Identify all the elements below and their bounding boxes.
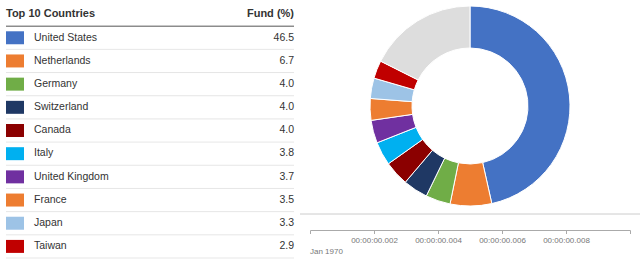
- row-rule: [6, 188, 294, 189]
- legend-swatch: [6, 31, 24, 44]
- value-label: 2.9: [279, 239, 294, 251]
- value-label: 3.8: [279, 146, 294, 158]
- column-header: Fund (%): [247, 7, 294, 19]
- legend-swatch: [6, 78, 24, 91]
- legend-label: Switzerland: [34, 100, 88, 112]
- legend-label: United Kingdom: [34, 170, 109, 182]
- legend-swatch: [6, 217, 24, 230]
- tick: 00:00:00.008: [543, 230, 590, 245]
- axis-line: [311, 231, 631, 235]
- legend-item: Japan 3.3: [6, 216, 294, 235]
- legend-item: Taiwan 2.9: [6, 239, 294, 258]
- tick-label: 00:00:00.002: [351, 236, 398, 245]
- row-rule: [6, 72, 294, 73]
- legend-item: Germany 4.0: [6, 77, 294, 96]
- donut-slice: [381, 6, 470, 80]
- legend-label: Italy: [34, 146, 54, 158]
- legend-item: United States 46.5: [6, 31, 294, 50]
- tick-mark: [502, 230, 503, 234]
- value-label: 46.5: [274, 31, 295, 43]
- legend-label: United States: [34, 31, 97, 43]
- value-label: 4.0: [279, 77, 294, 89]
- legend: Top 10 Countries Fund (%) United States 46.…: [6, 7, 294, 258]
- tick: 00:00:00.006: [479, 230, 526, 245]
- tick-label: 00:00:00.004: [415, 236, 462, 245]
- legend-item: Italy 3.8: [6, 146, 294, 165]
- annotation: Jan 1970: [310, 247, 343, 256]
- tick-mark: [374, 230, 375, 234]
- legend-label: Netherlands: [34, 54, 91, 66]
- tick-label: 00:00:00.006: [479, 236, 526, 245]
- legend-item: France 3.5: [6, 193, 294, 212]
- legend-item: United Kingdom 3.7: [6, 170, 294, 189]
- legend-label: Canada: [34, 123, 71, 135]
- value-label: 3.5: [279, 193, 294, 205]
- tick: 00:00:00.002: [351, 230, 398, 245]
- row-rule: [6, 211, 294, 212]
- tick-label: 00:00:00.008: [543, 236, 590, 245]
- legend-swatch: [6, 101, 24, 114]
- row-rule: [6, 95, 294, 96]
- legend-swatch: [6, 194, 24, 207]
- value-label: 3.3: [279, 216, 294, 228]
- tick: 00:00:00.004: [415, 230, 462, 245]
- separator: [300, 214, 640, 215]
- legend-swatch: [6, 54, 24, 67]
- legend-label: Germany: [34, 77, 78, 89]
- donut-slice: [370, 98, 413, 120]
- value-label: 6.7: [279, 54, 294, 66]
- row-rule: [6, 49, 294, 50]
- row-rule: [6, 258, 294, 259]
- header-rule: [6, 26, 294, 27]
- value-label: 3.7: [279, 170, 294, 182]
- tick-mark: [438, 230, 439, 234]
- row-rule: [6, 118, 294, 119]
- row-rule: [6, 142, 294, 143]
- value-label: 4.0: [279, 123, 294, 135]
- legend-item: Netherlands 6.7: [6, 54, 294, 73]
- tick-mark: [566, 230, 567, 234]
- legend-item: Canada 4.0: [6, 123, 294, 142]
- legend-item: Switzerland 4.0: [6, 100, 294, 119]
- legend-swatch: [6, 124, 24, 137]
- x-axis: 00:00:00.002 00:00:00.004 00:00:00.006 00:0…: [311, 230, 631, 245]
- value-label: 4.0: [279, 100, 294, 112]
- donut: [370, 6, 570, 206]
- legend-label: Japan: [34, 216, 63, 228]
- legend-swatch: [6, 240, 24, 253]
- legend-label: France: [34, 193, 67, 205]
- row-rule: [6, 234, 294, 235]
- row-rule: [6, 165, 294, 166]
- chart-svg: Top 10 Countries Fund (%) United States 46.…: [0, 0, 640, 261]
- legend-swatch: [6, 147, 24, 160]
- legend-swatch: [6, 170, 24, 183]
- legend-label: Taiwan: [34, 239, 67, 251]
- table-title: Top 10 Countries: [6, 7, 95, 19]
